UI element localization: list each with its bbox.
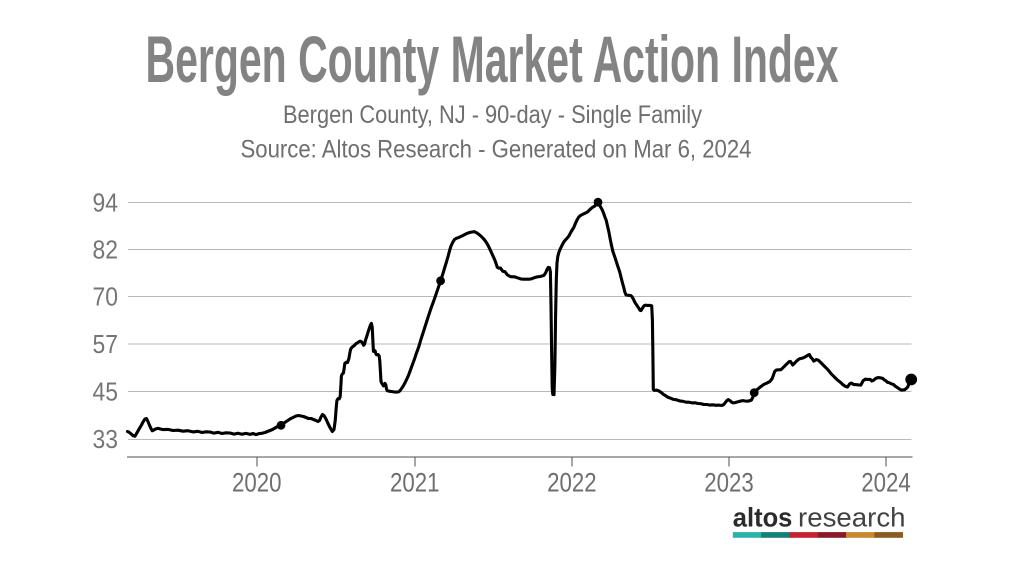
- svg-text:45: 45: [93, 378, 119, 406]
- svg-text:Source: Altos Research - Gener: Source: Altos Research - Generated on Ma…: [241, 136, 752, 164]
- svg-text:Bergen County, NJ - 90-day - S: Bergen County, NJ - 90-day - Single Fami…: [283, 101, 702, 129]
- svg-text:33: 33: [93, 426, 119, 454]
- svg-text:Bergen County Market Action In: Bergen County Market Action Index: [146, 22, 839, 96]
- svg-text:70: 70: [93, 283, 119, 311]
- svg-text:2024: 2024: [861, 467, 911, 497]
- svg-text:2022: 2022: [547, 467, 597, 497]
- svg-text:82: 82: [93, 236, 119, 264]
- svg-text:2020: 2020: [232, 467, 282, 497]
- svg-text:2023: 2023: [704, 467, 754, 497]
- svg-text:research: research: [798, 503, 906, 533]
- svg-text:2021: 2021: [390, 467, 440, 497]
- svg-text:57: 57: [93, 331, 119, 359]
- svg-text:altos: altos: [733, 503, 793, 533]
- svg-text:94: 94: [93, 190, 119, 218]
